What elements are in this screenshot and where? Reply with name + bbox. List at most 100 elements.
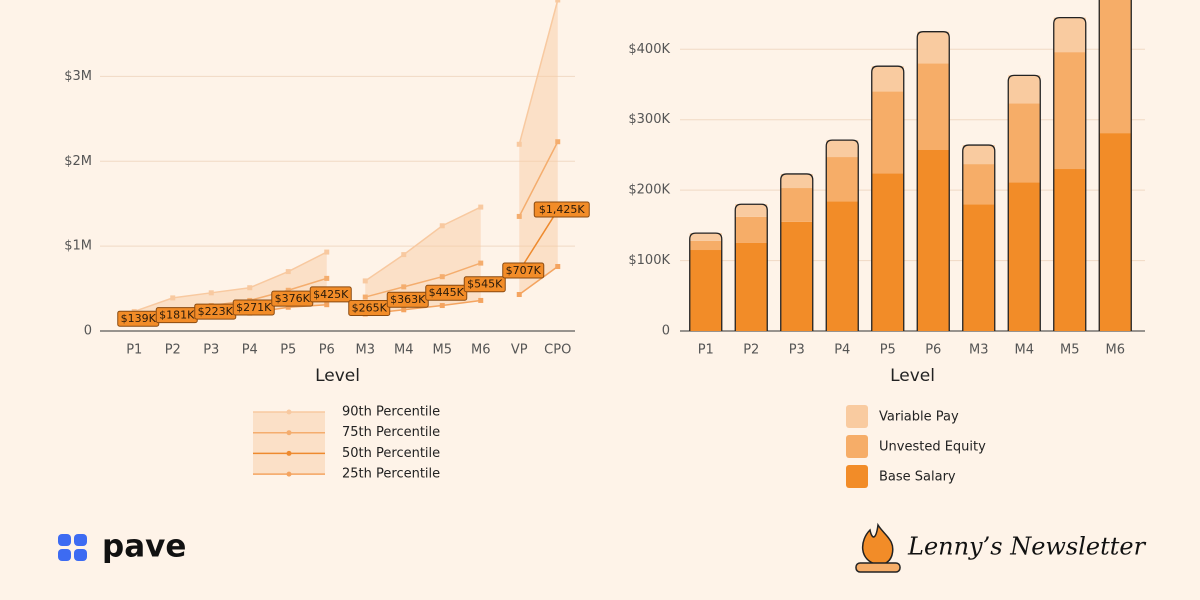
point-marker — [439, 303, 445, 309]
logo-square — [58, 549, 71, 561]
point-marker — [362, 294, 368, 300]
point-marker — [170, 295, 176, 301]
value-label: $139K — [121, 312, 157, 325]
x-tick-label: P1 — [698, 343, 714, 358]
point-marker — [324, 275, 330, 281]
x-tick-label: M3 — [356, 343, 376, 358]
value-label: $707K — [506, 264, 542, 277]
series-line — [365, 262, 481, 298]
point-marker — [324, 302, 330, 308]
value-label: $265K — [352, 302, 388, 315]
point-marker — [208, 290, 214, 296]
x-tick-label: P5 — [880, 343, 896, 358]
y-tick-label: $2M — [64, 154, 92, 169]
bar-segment — [689, 240, 722, 251]
pave-logo: pave — [58, 529, 186, 565]
x-tick-label: P6 — [319, 343, 335, 358]
point-marker — [478, 297, 484, 303]
legend-marker — [286, 450, 292, 456]
bar-segment — [1099, 133, 1132, 331]
x-tick-label: M6 — [1106, 343, 1126, 358]
bar-segment — [689, 233, 722, 241]
point-marker — [516, 292, 522, 298]
brand-left: pave — [102, 529, 186, 565]
x-tick-label: P2 — [743, 343, 759, 358]
legend-marker — [286, 409, 292, 415]
x-axis-label: Level — [890, 366, 935, 386]
percentile-band — [519, 0, 558, 295]
bar-segment — [780, 188, 813, 222]
x-tick-label: VP — [511, 343, 528, 358]
legend-label: 50th Percentile — [342, 446, 440, 461]
logo-square — [74, 549, 87, 561]
y-tick-label: 0 — [84, 324, 92, 339]
point-marker — [555, 139, 561, 145]
legend-label: 90th Percentile — [342, 405, 440, 420]
x-tick-label: M5 — [1060, 343, 1080, 358]
x-tick-label: M5 — [433, 343, 453, 358]
bar-outline — [1053, 16, 1087, 331]
point-marker — [555, 0, 561, 3]
point-marker — [285, 269, 291, 275]
series-line — [518, 141, 559, 217]
bar-segment — [780, 221, 813, 331]
bar-segment — [962, 164, 995, 205]
x-tick-label: P3 — [789, 343, 805, 358]
value-label-box — [533, 201, 590, 218]
bar-segment — [1053, 17, 1086, 53]
bar-segment — [826, 140, 859, 158]
series-line — [518, 209, 559, 272]
point-marker — [401, 307, 407, 313]
y-tick-label: $100K — [628, 253, 670, 268]
bar-segment — [1053, 52, 1086, 170]
x-tick-label: P5 — [280, 343, 296, 358]
value-label-box — [502, 262, 545, 279]
bar-segment — [962, 145, 995, 165]
legend-label: Variable Pay — [879, 410, 959, 425]
bar-outline — [780, 173, 814, 331]
x-tick-label: M3 — [969, 343, 989, 358]
bar-outline — [689, 232, 723, 331]
legend-marker — [286, 430, 292, 436]
value-label: $425K — [313, 288, 349, 301]
bar-segment — [871, 66, 904, 92]
point-marker — [401, 284, 407, 290]
value-label: $223K — [198, 305, 234, 318]
bar-segment — [735, 242, 768, 331]
flame-icon — [862, 522, 894, 566]
bar-segment — [917, 63, 950, 151]
bar-segment — [826, 201, 859, 331]
legend-label: Unvested Equity — [879, 440, 986, 455]
y-tick-label: $400K — [628, 42, 670, 57]
legend-label: 25th Percentile — [342, 467, 440, 482]
series-line — [364, 206, 482, 282]
series-line — [134, 251, 328, 313]
value-label-box — [463, 276, 506, 293]
value-label: $376K — [275, 292, 311, 305]
point-marker — [555, 263, 561, 269]
x-tick-label: CPO — [544, 343, 571, 358]
point-marker — [478, 204, 484, 210]
legend-label: 75th Percentile — [342, 425, 440, 440]
x-tick-label: P6 — [925, 343, 941, 358]
brand-right: Lenny’s Newsletter — [907, 533, 1147, 561]
bar-segment — [871, 173, 904, 331]
point-marker — [516, 213, 522, 219]
x-tick-label: M4 — [1015, 343, 1035, 358]
series-line — [518, 0, 559, 145]
value-label: $363K — [390, 293, 426, 306]
bar-segment — [962, 204, 995, 331]
y-tick-label: $1M — [64, 239, 92, 254]
bar-outline — [871, 65, 905, 331]
x-tick-label: P2 — [165, 343, 181, 358]
value-label: $181K — [159, 309, 195, 322]
value-label-box — [348, 300, 391, 317]
bar-outline — [825, 139, 859, 331]
point-marker — [516, 141, 522, 147]
legend-swatch — [846, 465, 868, 488]
bar-outline — [1007, 74, 1041, 331]
point-marker — [439, 223, 445, 229]
legend-swatch — [846, 405, 868, 428]
